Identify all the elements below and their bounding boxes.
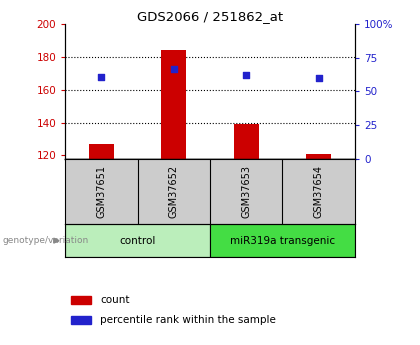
Bar — [71, 316, 91, 324]
Point — [98, 74, 105, 79]
Point — [171, 66, 177, 71]
Bar — [65, 224, 210, 257]
Text: genotype/variation: genotype/variation — [2, 236, 88, 245]
Text: GSM37653: GSM37653 — [241, 165, 251, 218]
Text: GSM37652: GSM37652 — [169, 165, 179, 218]
Text: control: control — [119, 236, 156, 246]
Text: miR319a transgenic: miR319a transgenic — [230, 236, 335, 246]
Text: GSM37654: GSM37654 — [314, 165, 324, 218]
Bar — [210, 224, 355, 257]
Point — [315, 75, 322, 81]
Text: count: count — [100, 295, 129, 305]
Text: percentile rank within the sample: percentile rank within the sample — [100, 315, 276, 325]
Point — [243, 72, 249, 78]
Bar — [71, 296, 91, 304]
Bar — [161, 50, 186, 159]
Bar — [306, 154, 331, 159]
Title: GDS2066 / 251862_at: GDS2066 / 251862_at — [137, 10, 283, 23]
Bar — [89, 144, 114, 159]
Bar — [234, 124, 259, 159]
Text: GSM37651: GSM37651 — [96, 165, 106, 218]
